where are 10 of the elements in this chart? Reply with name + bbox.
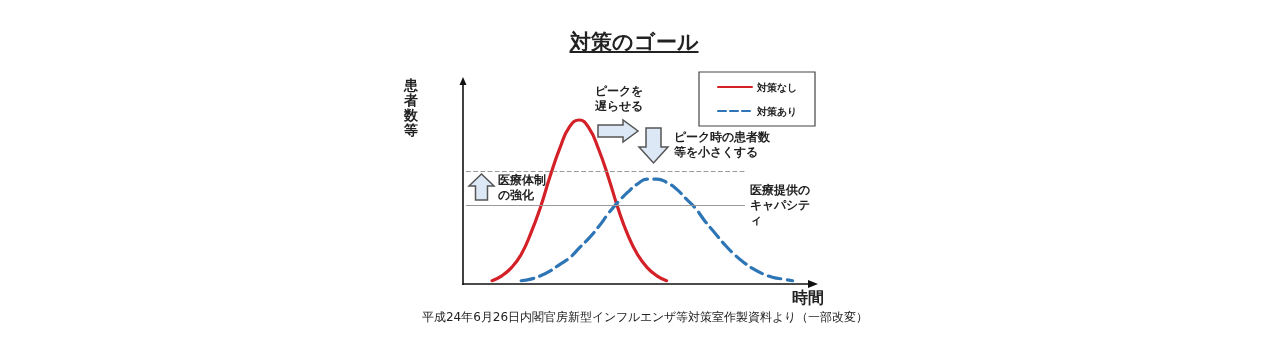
legend-label: 対策あり xyxy=(756,105,797,117)
legend-label: 対策なし xyxy=(756,81,797,94)
annotation: 医療体制の強化 xyxy=(498,173,547,203)
y-axis-title: 患者数等 xyxy=(404,77,418,138)
chart-title: 対策のゴール xyxy=(568,29,700,56)
text: ピークを遅らせる xyxy=(593,84,644,114)
text: 平成24年6月26日内閣官房新型インフルエンザ等対策室作製資料より（一部改変） xyxy=(420,310,870,325)
x-axis-title: 時間 xyxy=(792,288,824,309)
annotation: ピーク時の患者数等を小さくする xyxy=(674,130,771,160)
ref-line-label: 医療提供のキャパシティ xyxy=(750,183,810,228)
